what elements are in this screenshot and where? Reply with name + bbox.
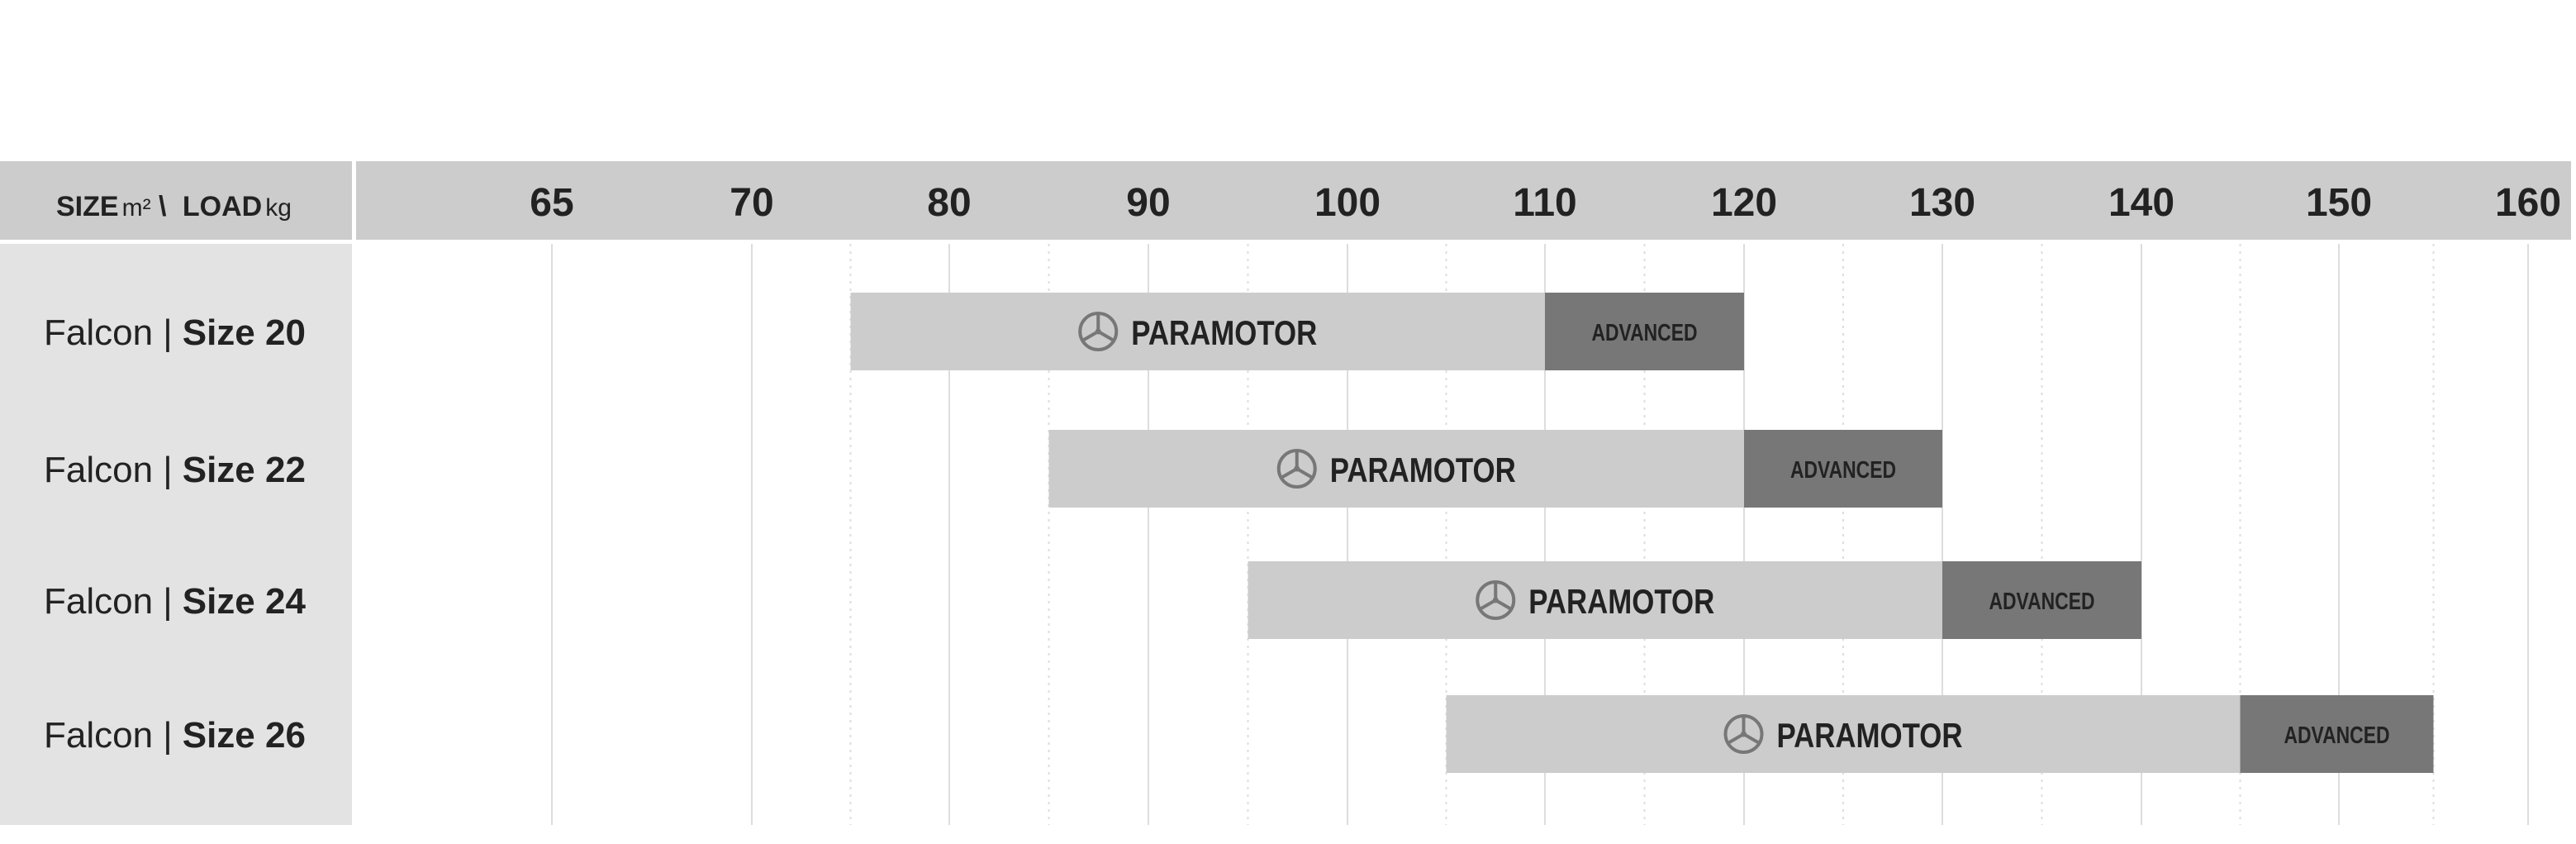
x-tick-label: 160 xyxy=(2495,181,2561,225)
x-tick-label: 150 xyxy=(2306,181,2372,225)
header-size-load-legend: SIZE m² \ LOAD kg xyxy=(56,191,292,222)
header-label-cell xyxy=(0,161,352,240)
row-falcon-size-20: Falcon | Size 20 PARAMOTOR ADVANCED xyxy=(44,293,1744,370)
size-label: SIZE xyxy=(56,191,119,222)
size-unit: m² xyxy=(122,194,151,222)
row-label: Falcon | Size 22 xyxy=(44,450,306,490)
x-tick-label: 90 xyxy=(1126,181,1170,225)
size-name: Size 24 xyxy=(183,581,307,622)
advanced-bar xyxy=(2240,695,2434,773)
paramotor-label: PARAMOTOR xyxy=(1131,313,1317,352)
x-tick-label: 110 xyxy=(1513,181,1576,225)
row-label: Falcon | Size 24 xyxy=(44,581,306,622)
x-tick-label: 120 xyxy=(1711,181,1777,225)
header-separator: \ xyxy=(151,191,174,222)
row-falcon-size-26: Falcon | Size 26 PARAMOTOR ADVANCED xyxy=(44,695,2434,773)
row-falcon-size-22: Falcon | Size 22 PARAMOTOR ADVANCED xyxy=(44,430,1942,508)
paramotor-label: PARAMOTOR xyxy=(1330,451,1516,489)
paramotor-bar xyxy=(1248,561,1942,639)
paramotor-label: PARAMOTOR xyxy=(1777,716,1963,755)
size-name: Size 20 xyxy=(183,312,306,353)
propeller-icon xyxy=(1078,312,1119,351)
row-label: Falcon | Size 26 xyxy=(44,715,306,756)
propeller-icon xyxy=(1723,714,1764,754)
advanced-label: ADVANCED xyxy=(1989,589,2095,615)
model-name: Falcon | xyxy=(44,450,173,490)
paramotor-bar xyxy=(1048,430,1744,508)
load-label: LOAD xyxy=(183,191,262,222)
model-name: Falcon | xyxy=(44,581,173,622)
advanced-bar xyxy=(1545,293,1744,370)
row-falcon-size-24: Falcon | Size 24 PARAMOTOR ADVANCED xyxy=(44,561,2141,639)
paramotor-bar xyxy=(850,293,1545,370)
size-name: Size 22 xyxy=(183,450,306,490)
paramotor-label: PARAMOTOR xyxy=(1528,582,1714,621)
x-tick-label: 80 xyxy=(927,181,971,225)
size-name: Size 26 xyxy=(183,715,306,756)
model-name: Falcon | xyxy=(44,312,173,353)
x-tick-label: 130 xyxy=(1909,181,1975,225)
advanced-label: ADVANCED xyxy=(1592,320,1698,346)
advanced-label: ADVANCED xyxy=(2284,722,2390,749)
x-tick-label: 65 xyxy=(530,181,573,225)
model-name: Falcon | xyxy=(44,715,173,756)
paramotor-bar xyxy=(1446,695,2241,773)
x-tick-label: 70 xyxy=(730,181,773,225)
propeller-icon xyxy=(1476,580,1516,620)
load-unit: kg xyxy=(265,194,292,222)
advanced-bar xyxy=(1942,561,2141,639)
row-label: Falcon | Size 20 xyxy=(44,312,306,353)
x-tick-label: 100 xyxy=(1314,181,1381,225)
propeller-icon xyxy=(1276,449,1317,489)
x-tick-label: 140 xyxy=(2108,181,2174,225)
header-axis-band xyxy=(356,161,2571,240)
advanced-label: ADVANCED xyxy=(1790,457,1896,484)
advanced-bar xyxy=(1744,430,1942,508)
row-label-column xyxy=(0,244,352,825)
